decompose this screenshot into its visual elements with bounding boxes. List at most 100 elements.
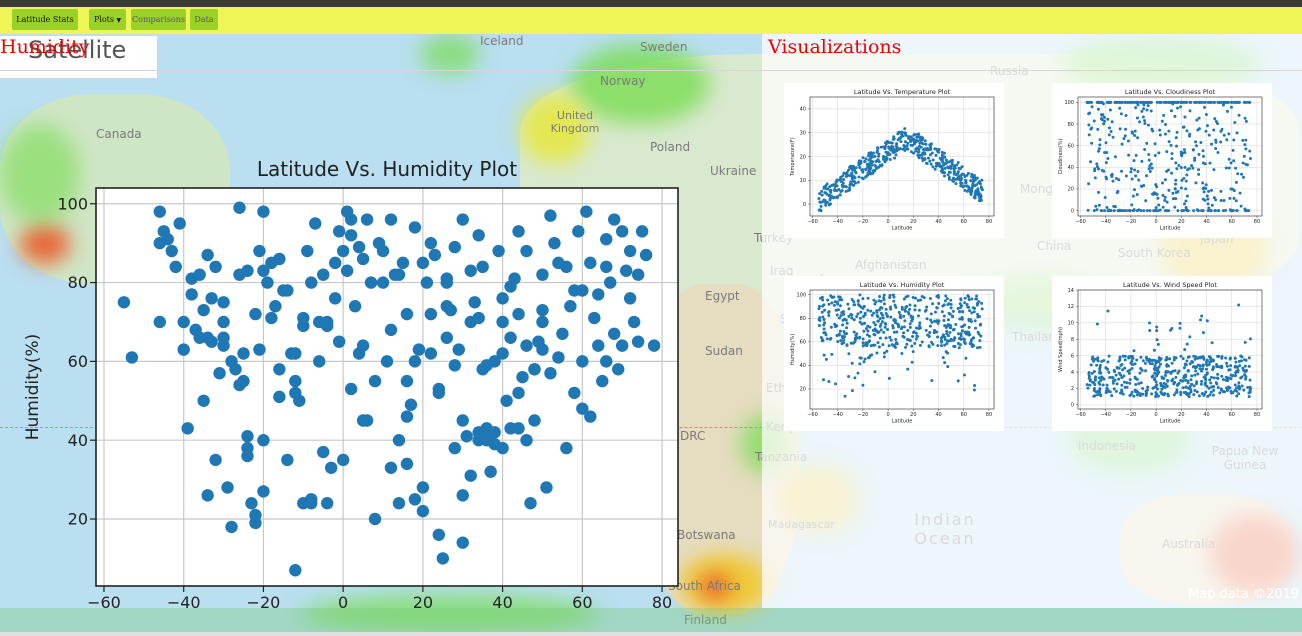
data-point — [819, 335, 823, 339]
y-tick-label: 14 — [1068, 288, 1074, 294]
data-point — [1204, 129, 1208, 133]
data-point — [1125, 381, 1129, 385]
data-point — [833, 185, 837, 189]
data-point — [1152, 348, 1156, 352]
data-point — [920, 295, 924, 299]
data-point — [959, 298, 963, 302]
map-type-control[interactable]: Satellite — [0, 36, 157, 78]
data-point — [1183, 165, 1187, 169]
data-point — [1207, 133, 1211, 137]
data-point — [1185, 342, 1189, 346]
data-point — [392, 433, 406, 447]
data-point — [1115, 382, 1119, 386]
data-point — [977, 300, 981, 304]
data-point — [1130, 356, 1134, 360]
data-point — [823, 321, 827, 325]
x-tick-label: 20 — [413, 593, 433, 610]
data-point — [842, 312, 846, 316]
data-point — [1142, 184, 1146, 188]
data-point — [980, 178, 984, 182]
data-point — [969, 338, 973, 342]
data-point — [862, 322, 866, 326]
data-point — [472, 311, 485, 325]
data-point — [1110, 394, 1114, 398]
x-tick-label: 0 — [1155, 412, 1158, 418]
data-point — [1197, 116, 1201, 120]
data-point — [488, 437, 501, 451]
data-point — [880, 320, 884, 324]
data-point — [951, 176, 955, 180]
data-point — [1243, 116, 1247, 120]
data-point — [1187, 395, 1191, 399]
data-point — [1130, 203, 1134, 207]
data-point — [572, 225, 585, 238]
data-point — [615, 339, 629, 352]
data-button[interactable]: Data — [190, 9, 218, 30]
x-tick-label: 40 — [935, 219, 941, 225]
latitude-stats-button[interactable]: Latitude Stats — [12, 9, 78, 30]
data-point — [1219, 199, 1223, 203]
data-point — [384, 461, 398, 474]
data-point — [412, 343, 426, 356]
plots-dropdown-button[interactable]: Plots ▼ — [89, 9, 126, 30]
data-point — [817, 323, 821, 327]
data-point — [1240, 172, 1244, 176]
comparisons-button[interactable]: Comparisons — [131, 9, 186, 30]
data-point — [448, 359, 461, 372]
data-point — [1102, 358, 1106, 362]
data-point — [392, 268, 406, 281]
data-point — [1200, 100, 1204, 104]
data-point — [552, 256, 565, 270]
data-point — [930, 320, 934, 324]
data-point — [432, 386, 446, 400]
data-point — [902, 325, 906, 329]
data-point — [416, 504, 430, 518]
data-point — [874, 300, 878, 304]
top-dark-strip — [0, 0, 1302, 7]
data-point — [1196, 209, 1200, 213]
data-point — [828, 185, 832, 189]
data-point — [1195, 390, 1199, 394]
data-point — [818, 316, 822, 320]
data-point — [822, 353, 826, 357]
data-point — [1139, 355, 1143, 359]
y-tick-label: 60 — [68, 352, 88, 371]
data-point — [1086, 208, 1090, 212]
data-point — [456, 414, 469, 427]
data-point — [512, 422, 525, 435]
data-point — [1151, 129, 1155, 133]
data-point — [1123, 134, 1127, 138]
data-point — [873, 302, 877, 306]
data-point — [828, 193, 832, 197]
data-point — [1087, 133, 1091, 137]
data-point — [907, 135, 911, 139]
data-point — [911, 295, 915, 299]
data-point — [958, 317, 962, 321]
data-point — [930, 340, 934, 344]
data-point — [956, 379, 960, 383]
data-point — [850, 177, 854, 181]
data-point — [1234, 199, 1238, 203]
data-point — [1170, 379, 1174, 383]
data-point — [639, 248, 653, 262]
data-point — [900, 130, 904, 134]
data-point — [1221, 100, 1225, 104]
data-point — [1141, 387, 1145, 391]
data-point — [967, 187, 971, 191]
data-point — [971, 177, 975, 181]
data-point — [1238, 191, 1242, 195]
data-point — [870, 313, 874, 317]
data-point — [1171, 191, 1175, 195]
chart-title: Latitude Vs. Humidity Plot — [860, 281, 945, 289]
data-point — [948, 331, 952, 335]
data-point — [968, 190, 972, 194]
data-point — [1218, 391, 1222, 395]
data-point — [974, 183, 978, 187]
data-point — [1180, 100, 1184, 104]
data-point — [955, 163, 959, 167]
data-point — [959, 184, 963, 188]
data-point — [976, 315, 980, 319]
data-point — [217, 331, 230, 344]
data-point — [1225, 364, 1229, 368]
data-point — [1233, 121, 1237, 125]
